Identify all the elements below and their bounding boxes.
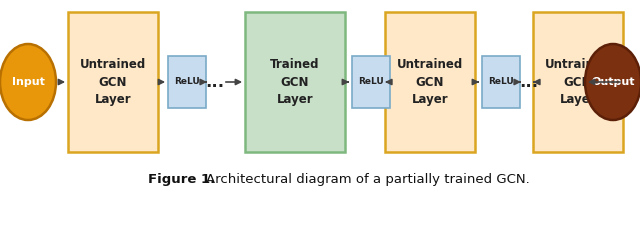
FancyBboxPatch shape bbox=[482, 56, 520, 108]
Text: ReLU: ReLU bbox=[358, 77, 384, 86]
FancyBboxPatch shape bbox=[352, 56, 390, 108]
Text: Input: Input bbox=[12, 77, 44, 87]
FancyBboxPatch shape bbox=[168, 56, 206, 108]
Ellipse shape bbox=[0, 44, 56, 120]
Text: Output: Output bbox=[591, 77, 635, 87]
FancyBboxPatch shape bbox=[533, 12, 623, 152]
Text: ReLU: ReLU bbox=[174, 77, 200, 86]
Text: Untrained
GCN
Layer: Untrained GCN Layer bbox=[545, 57, 611, 106]
FancyBboxPatch shape bbox=[245, 12, 345, 152]
FancyBboxPatch shape bbox=[385, 12, 475, 152]
Ellipse shape bbox=[585, 44, 640, 120]
Text: Trained
GCN
Layer: Trained GCN Layer bbox=[270, 57, 320, 106]
FancyBboxPatch shape bbox=[68, 12, 158, 152]
Text: Figure 1.: Figure 1. bbox=[148, 173, 215, 185]
Text: Untrained
GCN
Layer: Untrained GCN Layer bbox=[397, 57, 463, 106]
Text: Architectural diagram of a partially trained GCN.: Architectural diagram of a partially tra… bbox=[206, 173, 530, 185]
Text: ReLU: ReLU bbox=[488, 77, 514, 86]
Text: ...: ... bbox=[520, 73, 539, 91]
Text: ...: ... bbox=[205, 73, 225, 91]
Text: Untrained
GCN
Layer: Untrained GCN Layer bbox=[80, 57, 146, 106]
